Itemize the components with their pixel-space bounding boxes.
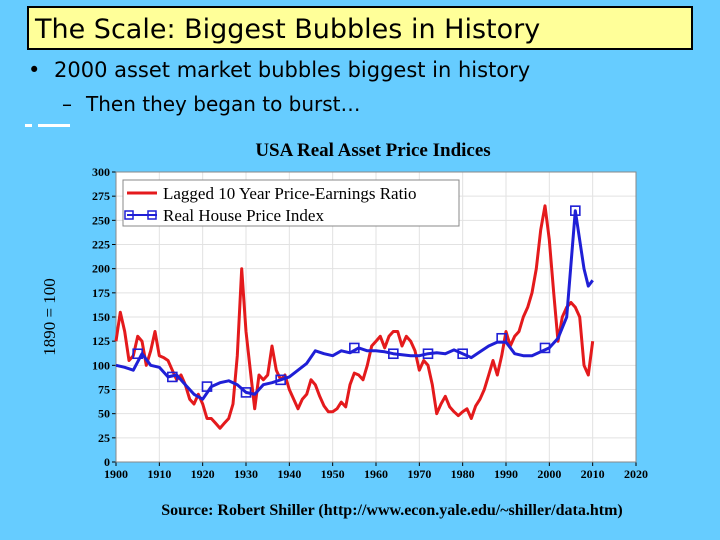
bullet-main-text: 2000 asset market bubbles biggest in his… [54,58,531,82]
chart-title: USA Real Asset Price Indices [255,140,490,161]
legend-label-pe: Lagged 10 Year Price-Earnings Ratio [163,184,417,203]
house-price-marker [457,348,468,360]
y-tick-label: 300 [92,165,110,179]
bullet-sub: – Then they began to burst… [62,92,361,116]
house-price-marker [349,342,360,354]
x-tick-label: 2010 [581,467,605,481]
bullet-sub-text: Then they began to burst… [86,92,361,116]
y-tick-label: 250 [92,213,110,227]
legend-label-house: Real House Price Index [163,206,324,225]
house-price-marker [388,348,399,360]
y-tick-label: 200 [92,262,110,276]
house-price-marker [422,348,434,360]
house-price-marker [570,205,581,216]
y-tick-label: 275 [92,189,110,203]
x-tick-label: 1910 [147,467,171,481]
sub-bullet-symbol: – [62,92,72,116]
decorative-bar [38,124,70,127]
x-tick-label: 1970 [407,467,431,481]
house-price-marker [275,374,286,386]
slide-title: The Scale: Biggest Bubbles in History [27,6,693,50]
x-tick-label: 2020 [624,467,648,481]
x-tick-label: 1930 [234,467,258,481]
x-tick-label: 1990 [494,467,518,481]
house-price-marker [496,332,507,344]
house-price-marker [132,348,143,360]
x-tick-label: 2000 [537,467,561,481]
house-price-marker [539,342,551,354]
y-tick-label: 225 [92,238,110,252]
y-tick-label: 100 [92,358,110,372]
legend-marker-house [147,210,157,220]
y-axis-label: 1890 = 100 [40,278,59,356]
x-tick-label: 1900 [104,467,128,481]
y-tick-label: 175 [92,286,110,300]
house-price-marker [201,381,213,392]
x-tick-label: 1920 [191,467,215,481]
bullet-symbol: • [28,58,41,82]
y-tick-label: 0 [104,455,110,469]
decorative-bar [25,124,32,127]
x-tick-label: 1940 [277,467,301,481]
x-tick-label: 1960 [364,467,388,481]
y-tick-label: 125 [92,334,110,348]
house-price-marker [167,371,178,383]
legend-box [122,179,460,227]
chart-source: Source: Robert Shiller (http://www.econ.… [161,502,622,519]
x-tick-label: 1950 [321,467,345,481]
house-price-marker [240,387,252,398]
y-tick-label: 150 [92,310,110,324]
y-tick-label: 25 [98,431,110,445]
legend-marker-house [124,210,134,220]
y-tick-label: 50 [98,407,110,421]
y-tick-label: 75 [98,383,110,397]
pe-ratio-line [114,204,595,430]
x-tick-label: 1980 [451,467,475,481]
plot-frame [115,171,637,463]
bullet-main: • 2000 asset market bubbles biggest in hi… [28,58,530,82]
